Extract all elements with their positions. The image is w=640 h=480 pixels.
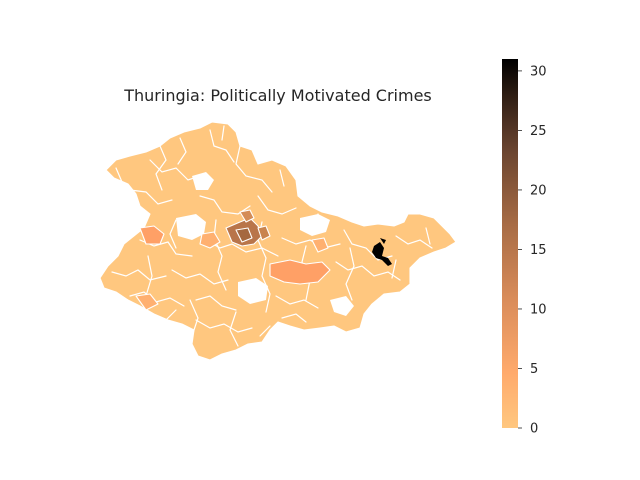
- region-erfurt-4: [239, 209, 255, 223]
- region-medium-3: [199, 231, 221, 249]
- map-gap: [330, 296, 354, 316]
- region-erfurt-3: [257, 225, 271, 241]
- map-gap: [300, 214, 330, 236]
- colorbar-ticks: 0 5 10 15 20 25 30: [518, 64, 547, 437]
- region-max: [372, 242, 392, 266]
- colorbar-tick-label: 10: [530, 302, 547, 317]
- chart-title: Thuringia: Politically Motivated Crimes: [123, 86, 432, 105]
- colorbar-tick-label: 5: [530, 362, 538, 377]
- colorbar-tick-label: 0: [530, 422, 538, 437]
- colorbar-tick-label: 30: [530, 64, 547, 79]
- map-gap: [176, 214, 206, 240]
- colorbar-tick-label: 25: [530, 124, 547, 139]
- region-erfurt-2: [235, 227, 253, 243]
- region-high-west: [139, 225, 165, 245]
- region-base: [99, 121, 457, 361]
- colorbar-tick-label: 20: [530, 183, 547, 198]
- colorbar-tick-label: 15: [530, 243, 547, 258]
- region-max-2: [380, 238, 386, 244]
- region-medium-5: [135, 293, 159, 311]
- colorbar-gradient: [502, 59, 518, 428]
- colorbar: 0 5 10 15 20 25 30: [502, 59, 547, 437]
- region-medium-center: [269, 259, 331, 285]
- map-regions: [99, 121, 457, 361]
- municipality-borders: [111, 125, 433, 347]
- region-medium-4: [311, 237, 329, 253]
- map-gap: [238, 278, 268, 304]
